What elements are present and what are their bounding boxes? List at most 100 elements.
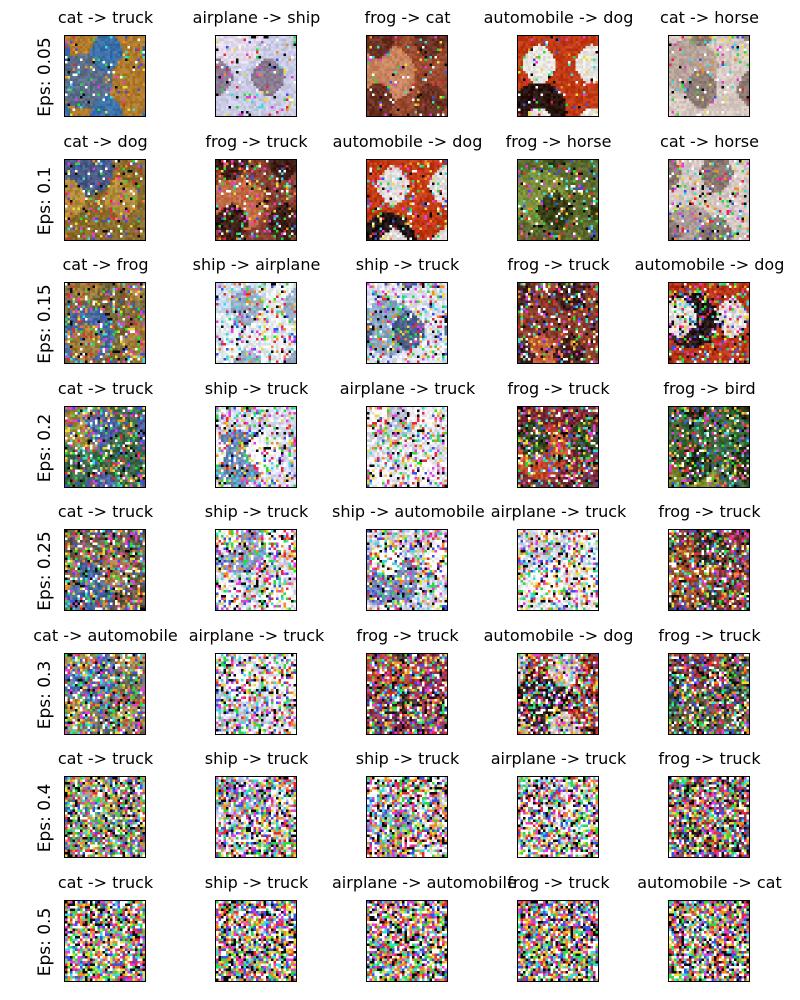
adversarial-image-pixels [65, 530, 145, 610]
example-cell: ship -> airplane [181, 247, 332, 364]
adversarial-image [64, 282, 146, 364]
prediction-title: ship -> truck [204, 749, 309, 768]
adversarial-image [215, 405, 297, 488]
adversarial-image-pixels [65, 406, 145, 487]
adversarial-image [215, 899, 297, 982]
adversarial-image-pixels [367, 530, 447, 610]
adversarial-image [366, 529, 448, 611]
example-cell: airplane -> truck [483, 741, 634, 858]
prediction-title: ship -> truck [204, 502, 309, 521]
adversarial-image-pixels [367, 283, 447, 363]
prediction-title: frog -> truck [658, 625, 761, 645]
prediction-title: ship -> truck [204, 378, 309, 398]
prediction-title: automobile -> cat [637, 872, 782, 892]
prediction-title: airplane -> automobile [332, 872, 517, 892]
example-cell: cat -> frog [30, 247, 181, 364]
prediction-title: cat -> dog [63, 131, 148, 151]
example-cell: frog -> horse [483, 124, 634, 241]
adversarial-image [517, 282, 599, 364]
adversarial-image [215, 35, 297, 117]
adversarial-image [366, 158, 448, 241]
adversarial-image-pixels [65, 283, 145, 363]
adversarial-image-pixels [367, 406, 447, 487]
prediction-title: frog -> truck [658, 749, 761, 768]
example-cell: cat -> truck [30, 494, 181, 611]
example-cell: frog -> cat [332, 0, 483, 117]
adversarial-image-pixels [216, 36, 296, 116]
adversarial-image-pixels [65, 777, 145, 857]
prediction-title: cat -> truck [57, 378, 154, 398]
prediction-title: frog -> cat [364, 8, 451, 27]
adversarial-image [215, 529, 297, 611]
prediction-title: frog -> truck [205, 131, 308, 151]
adversarial-image-pixels [367, 159, 447, 240]
adversarial-image-pixels [65, 36, 145, 116]
adversarial-image-pixels [367, 36, 447, 116]
example-cell: airplane -> ship [181, 0, 332, 117]
adversarial-image [366, 899, 448, 982]
example-cell: frog -> truck [634, 741, 785, 858]
example-cell: ship -> truck [332, 741, 483, 858]
prediction-title: ship -> truck [204, 872, 309, 892]
adversarial-image [366, 282, 448, 364]
prediction-title: airplane -> truck [490, 502, 627, 521]
adversarial-image-pixels [669, 406, 749, 487]
example-cell: ship -> truck [181, 865, 332, 982]
adversarial-image-pixels [216, 283, 296, 363]
example-cell: frog -> truck [332, 618, 483, 735]
adversarial-image [64, 35, 146, 117]
prediction-title: ship -> truck [355, 255, 460, 274]
adversarial-image [668, 405, 750, 488]
prediction-title: automobile -> dog [483, 625, 634, 645]
adversarial-image [64, 899, 146, 982]
prediction-title: frog -> truck [507, 255, 610, 274]
prediction-title: automobile -> dog [483, 8, 634, 27]
example-cell: airplane -> truck [332, 371, 483, 488]
adversarial-image-pixels [518, 36, 598, 116]
example-cell: airplane -> truck [181, 618, 332, 735]
prediction-title: cat -> truck [57, 502, 154, 521]
adversarial-image-pixels [669, 530, 749, 610]
adversarial-image [517, 776, 599, 858]
prediction-title: frog -> bird [663, 378, 756, 398]
example-cell: ship -> truck [181, 741, 332, 858]
adversarial-image [668, 282, 750, 364]
adversarial-image [215, 158, 297, 241]
prediction-title: cat -> horse [660, 8, 759, 27]
adversarial-image [668, 652, 750, 735]
example-cell: automobile -> dog [634, 247, 785, 364]
example-cell: automobile -> dog [483, 0, 634, 117]
example-cell: automobile -> dog [483, 618, 634, 735]
prediction-title: cat -> frog [62, 255, 149, 274]
adversarial-image-pixels [65, 653, 145, 734]
adversarial-image-pixels [518, 283, 598, 363]
prediction-title: cat -> truck [57, 872, 154, 892]
example-cell: ship -> automobile [332, 494, 485, 611]
adversarial-image-pixels [216, 900, 296, 981]
example-cell: automobile -> cat [634, 865, 785, 982]
adversarial-image-pixels [216, 530, 296, 610]
adversarial-image-pixels [518, 530, 598, 610]
prediction-title: frog -> truck [507, 378, 610, 398]
prediction-title: cat -> truck [57, 749, 154, 768]
adversarial-image [215, 652, 297, 735]
example-cell: cat -> dog [30, 124, 181, 241]
example-cell: ship -> truck [332, 247, 483, 364]
prediction-title: ship -> airplane [192, 255, 321, 274]
example-cell: frog -> truck [483, 371, 634, 488]
example-cell: cat -> truck [30, 0, 181, 117]
prediction-title: airplane -> truck [188, 625, 325, 645]
adversarial-image [668, 35, 750, 117]
adversarial-image [517, 405, 599, 488]
adversarial-image [366, 652, 448, 735]
prediction-title: automobile -> dog [634, 255, 785, 274]
adversarial-image-pixels [216, 653, 296, 734]
prediction-title: airplane -> truck [339, 378, 476, 398]
adversarial-image-pixels [669, 283, 749, 363]
adversarial-image-pixels [518, 653, 598, 734]
prediction-title: airplane -> ship [192, 8, 321, 27]
adversarial-image [668, 899, 750, 982]
adversarial-image [366, 405, 448, 488]
adversarial-image [668, 158, 750, 241]
